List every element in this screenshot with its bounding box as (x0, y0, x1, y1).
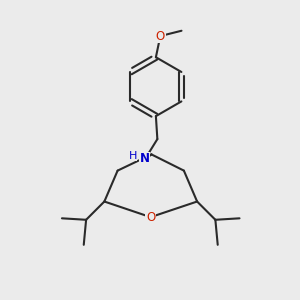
Text: H: H (128, 151, 137, 160)
Text: N: N (140, 152, 150, 165)
Text: O: O (146, 211, 155, 224)
Text: O: O (156, 29, 165, 43)
